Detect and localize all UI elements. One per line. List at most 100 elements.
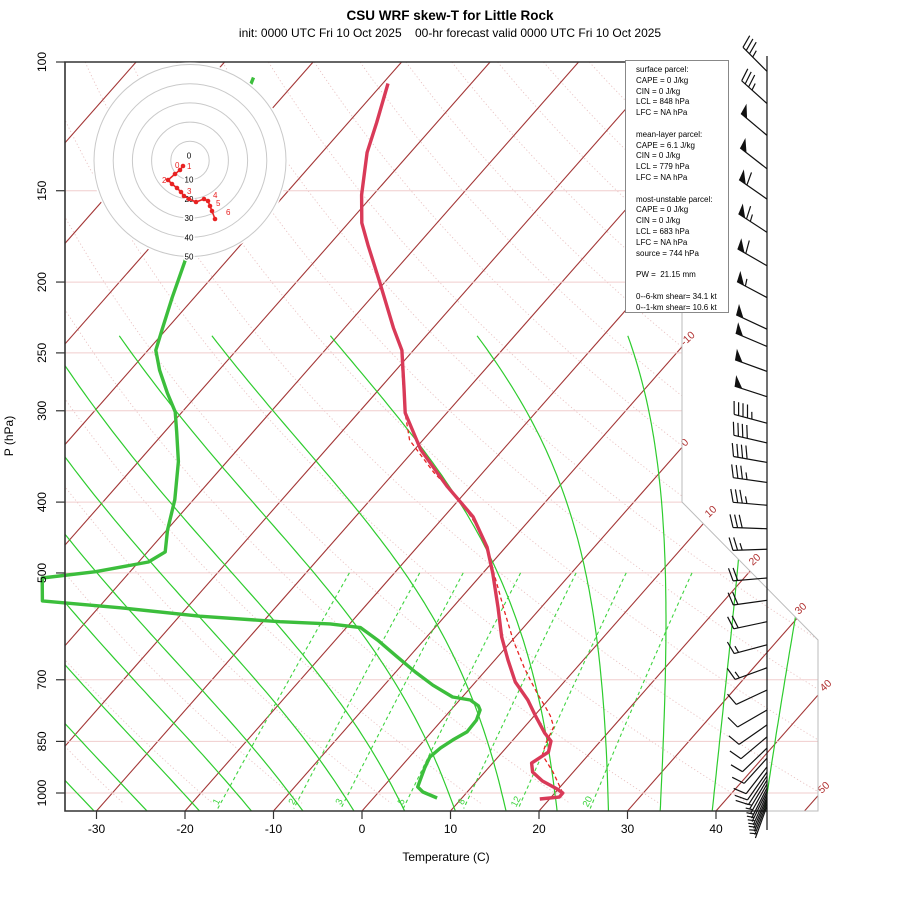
info-box-line: CIN = 0 J/kg [636, 216, 681, 226]
barb-shaft [727, 567, 768, 582]
barb-shaft [748, 796, 768, 829]
svg-text:3: 3 [334, 797, 346, 807]
barb-shaft [746, 790, 768, 822]
barb-shaft [731, 464, 768, 484]
wind-barb [745, 783, 768, 814]
barb-shaft [735, 332, 768, 348]
wind-barb [741, 68, 768, 105]
barb-shaft [733, 400, 768, 424]
info-box-line [636, 184, 728, 195]
temperature-tick-label: 10 [444, 822, 458, 836]
temperature-tick-label: 20 [532, 822, 546, 836]
barb-shaft [738, 172, 768, 200]
wind-barbs [726, 35, 768, 839]
barb-shaft [737, 240, 768, 267]
hodograph-km-label: 2 [162, 176, 167, 185]
barb-pennant [736, 270, 745, 286]
wind-barb [734, 771, 768, 801]
hodograph-point [209, 208, 215, 214]
hodograph-point [165, 177, 171, 183]
hodograph: 010203040500123456 [92, 62, 288, 263]
hodograph-ring [112, 83, 268, 238]
hodograph-km-label: 5 [216, 199, 221, 208]
wind-barb [726, 641, 768, 655]
wind-barb [742, 35, 768, 72]
wind-barb [731, 757, 768, 784]
barb-shaft [733, 766, 768, 795]
barb-shaft [729, 514, 768, 530]
skewt-grid [65, 62, 818, 811]
temperature-tick-label: 0 [359, 822, 366, 836]
barb-shaft [734, 385, 768, 398]
hodograph-background [92, 62, 288, 259]
hodograph-ring [93, 64, 287, 257]
temperature-tick-label: -30 [88, 822, 106, 836]
info-box-line: 0--6-km shear= 34.1 kt [636, 291, 717, 301]
wind-barb [746, 787, 768, 819]
parcel-curve [400, 350, 564, 794]
hodograph-point [212, 216, 218, 222]
barb-shaft [729, 736, 768, 760]
chart-title: CSU WRF skew-T for Little Rock [346, 8, 554, 23]
barb-shaft [745, 783, 768, 814]
info-box-line: LFC = NA hPa [636, 172, 688, 182]
barb-shaft [749, 802, 768, 835]
moist-adiabats [65, 335, 818, 811]
pressure-tick-label: 300 [35, 400, 49, 420]
info-box-line: CAPE = 0 J/kg [636, 75, 689, 85]
temperature-tick-label: 30 [621, 822, 635, 836]
hodograph-km-label: 4 [213, 191, 218, 200]
hodograph-point [172, 171, 178, 177]
axis-ticks [56, 61, 717, 819]
pressure-tick-label: 850 [35, 731, 49, 751]
pressure-tick-label: 1000 [35, 779, 49, 806]
y-axis-title: P (hPa) [2, 416, 16, 456]
hodograph-point [205, 198, 211, 204]
wind-barb [727, 591, 768, 606]
info-box-line: mean-layer parcel: [636, 129, 703, 139]
svg-text:20: 20 [747, 551, 764, 568]
wind-barb [735, 322, 768, 348]
wind-barb [748, 799, 768, 832]
temperature-curve [359, 83, 565, 801]
wind-barb [746, 790, 768, 822]
hodograph-point [207, 203, 213, 209]
wind-barb [733, 766, 768, 795]
hodograph-ring-label: 10 [185, 176, 194, 185]
svg-text:2: 2 [287, 797, 299, 807]
wind-barb [733, 400, 768, 424]
temperature-tick-label: 40 [709, 822, 723, 836]
hodograph-ring-label: 30 [185, 214, 194, 223]
svg-text:8: 8 [456, 797, 468, 807]
barb-shaft [748, 799, 768, 832]
dewpoint-curve [40, 76, 482, 800]
info-box-line [636, 259, 728, 270]
wind-barb [739, 137, 768, 170]
info-box-line: LCL = 683 hPa [636, 226, 690, 236]
hodograph-point [193, 199, 199, 205]
barb-shaft [727, 709, 768, 728]
barb-shaft [731, 757, 768, 784]
barb-shaft [741, 68, 768, 105]
wind-barb [728, 724, 768, 745]
svg-text:5: 5 [396, 797, 408, 807]
barb-pennant [736, 303, 744, 319]
svg-text:10: 10 [703, 503, 720, 520]
info-box-line: CAPE = 6.1 J/kg [636, 140, 695, 150]
hodograph-point [180, 163, 186, 169]
wind-barb [738, 169, 768, 200]
hodograph-point [177, 167, 183, 173]
barb-shaft [746, 787, 768, 819]
info-box-line: CIN = 0 J/kg [636, 151, 681, 161]
x-axis-title: Temperature (C) [402, 850, 489, 864]
barb-shaft [727, 689, 768, 705]
pressure-tick-label: 500 [35, 563, 49, 583]
wind-barb [748, 796, 768, 829]
hodograph-point [186, 196, 192, 202]
wind-barb [729, 514, 768, 530]
wind-barb [749, 805, 768, 839]
temperature-tick-label: -20 [176, 822, 194, 836]
